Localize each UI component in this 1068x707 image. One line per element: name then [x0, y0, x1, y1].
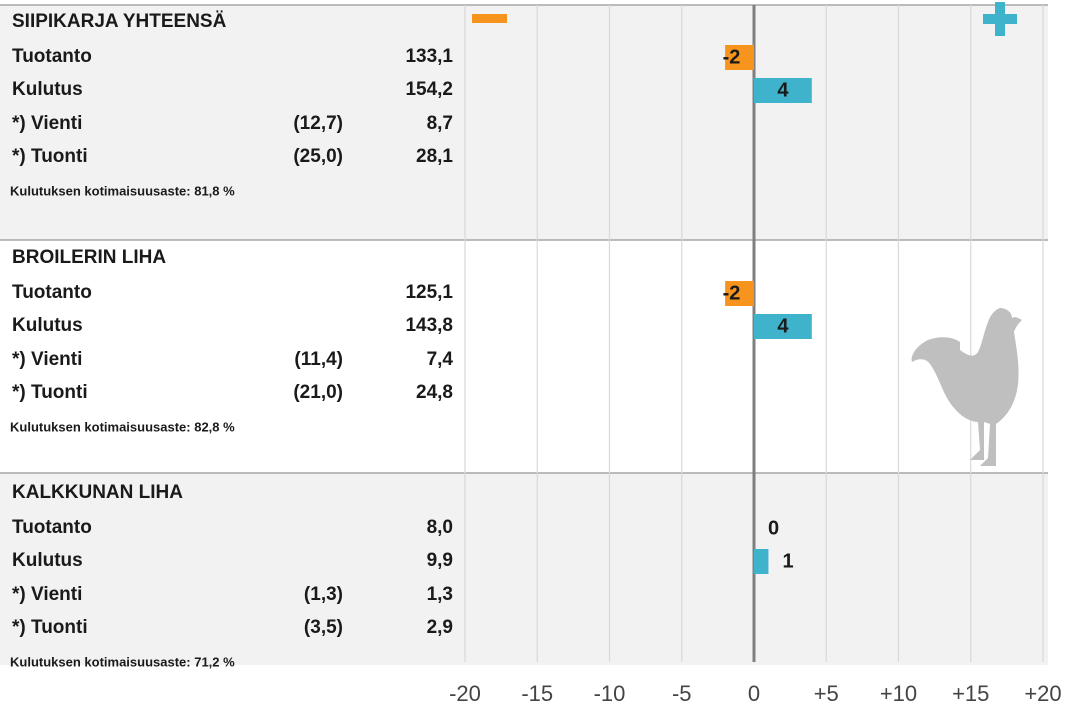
minus-icon: [472, 14, 507, 23]
row-value: 1,3: [427, 584, 453, 605]
row-value: 125,1: [405, 282, 453, 303]
section-note: Kulutuksen kotimaisuusaste: 71,2 %: [10, 654, 235, 669]
section-title: BROILERIN LIHA: [12, 247, 166, 268]
chicken-icon: [911, 308, 1022, 466]
row-label: *) Vienti: [12, 113, 82, 134]
section-note: Kulutuksen kotimaisuusaste: 82,8 %: [10, 419, 235, 434]
row-prev: (11,4): [294, 349, 343, 370]
row-value: 8,0: [427, 517, 453, 538]
plus-icon: [983, 2, 1017, 36]
x-tick-label: +5: [814, 681, 839, 706]
row-label: Kulutus: [12, 550, 83, 571]
row-value: 133,1: [405, 46, 453, 67]
bar: [725, 45, 754, 70]
row-prev: (21,0): [293, 382, 343, 403]
row-label: *) Tuonti: [12, 146, 88, 167]
section-note: Kulutuksen kotimaisuusaste: 81,8 %: [10, 183, 235, 198]
row-label: *) Vienti: [12, 349, 82, 370]
bar-label: -2: [723, 46, 741, 68]
row-prev: (1,3): [304, 584, 343, 605]
section-title: KALKKUNAN LIHA: [12, 482, 183, 503]
bar-label: 4: [777, 79, 789, 101]
section-bg: [0, 473, 1048, 665]
bar: [754, 78, 812, 103]
row-label: Kulutus: [12, 79, 83, 100]
row-label: Tuotanto: [12, 282, 92, 303]
row-value: 7,4: [427, 349, 454, 370]
bar: [754, 549, 769, 574]
x-tick-label: 0: [748, 681, 760, 706]
row-prev: (25,0): [293, 146, 343, 167]
bar: [754, 314, 812, 339]
bar-label: -2: [723, 282, 741, 304]
bar-label: 0: [768, 517, 779, 539]
row-label: *) Tuonti: [12, 382, 88, 403]
bar-label: 1: [782, 550, 793, 572]
row-value: 143,8: [405, 315, 453, 336]
row-label: *) Tuonti: [12, 617, 88, 638]
section-bg: [0, 5, 1048, 240]
row-label: Kulutus: [12, 315, 83, 336]
row-prev: (3,5): [304, 617, 343, 638]
x-tick-label: +10: [880, 681, 917, 706]
x-tick-label: -5: [672, 681, 692, 706]
section-title: SIIPIKARJA YHTEENSÄ: [12, 11, 227, 32]
row-label: Tuotanto: [12, 46, 92, 67]
x-tick-label: +20: [1024, 681, 1061, 706]
row-value: 2,9: [427, 617, 453, 638]
row-value: 154,2: [405, 79, 453, 100]
row-label: Tuotanto: [12, 517, 92, 538]
row-value: 28,1: [416, 146, 453, 167]
x-tick-label: -20: [449, 681, 481, 706]
bar-label: 4: [777, 315, 789, 337]
row-value: 24,8: [416, 382, 453, 403]
x-tick-label: -10: [594, 681, 626, 706]
row-label: *) Vienti: [12, 584, 82, 605]
x-tick-label: +15: [952, 681, 989, 706]
x-tick-label: -15: [521, 681, 553, 706]
row-value: 8,7: [427, 113, 453, 134]
row-value: 9,9: [427, 550, 453, 571]
row-prev: (12,7): [293, 113, 343, 134]
bar: [725, 281, 754, 306]
